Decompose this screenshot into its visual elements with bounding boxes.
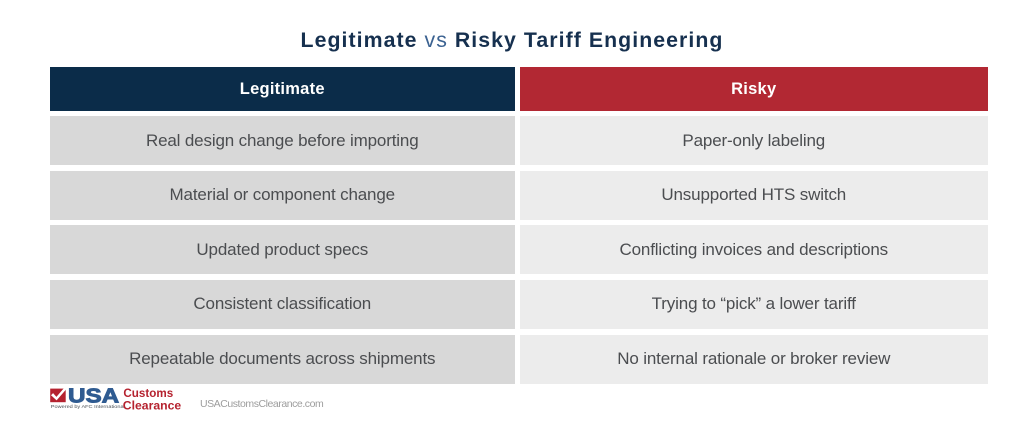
svg-text:Powered by AFC International: Powered by AFC International (51, 404, 125, 409)
svg-text:USA: USA (68, 386, 119, 408)
svg-text:Customs: Customs (123, 386, 173, 400)
svg-text:Clearance: Clearance (123, 398, 182, 411)
